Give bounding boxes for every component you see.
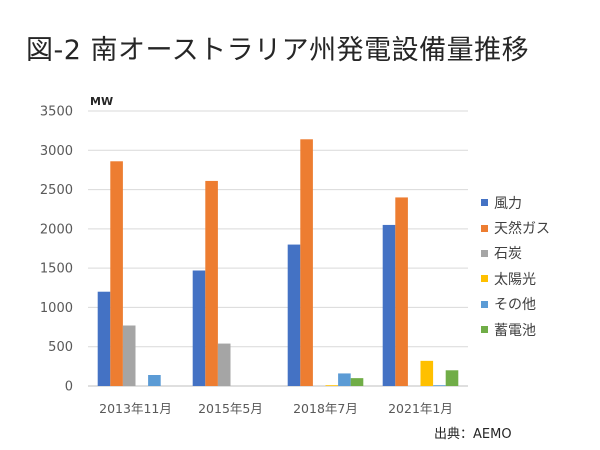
legend-swatch (481, 275, 488, 283)
legend-label: 蓄電池 (494, 322, 536, 339)
legend-item: 石炭 (481, 241, 550, 266)
bar-風力-2015年5月 (192, 270, 206, 386)
legend-swatch (481, 300, 488, 308)
bars (97, 139, 459, 386)
legend-label: 風力 (494, 195, 522, 212)
legend-swatch (481, 326, 488, 334)
x-tick-label: 2021年1月 (388, 401, 453, 416)
bar-その他-2013年11月 (148, 375, 161, 386)
y-tick-label: 3000 (40, 144, 73, 159)
x-tick-label: 2015年5月 (198, 401, 263, 416)
legend-swatch (481, 224, 488, 232)
y-tick-label: 1500 (40, 262, 73, 277)
legend-item: その他 (481, 292, 550, 317)
legend-label: 石炭 (494, 246, 522, 263)
y-tick-label: 0 (65, 380, 73, 395)
bar-その他-2018年7月 (338, 373, 351, 386)
bar-天然ガス-2018年7月 (300, 139, 313, 386)
y-tick-label: 3500 (40, 105, 73, 120)
legend: 風力天然ガス石炭太陽光その他蓄電池 (481, 190, 550, 342)
legend-label: その他 (494, 297, 536, 314)
unit-label: MW (90, 95, 114, 108)
bar-蓄電池-2018年7月 (350, 378, 364, 386)
bar-太陽光-2021年1月 (420, 360, 434, 386)
bar-石炭-2013年11月 (122, 325, 136, 386)
chart-title: 図-2 南オーストラリア州発電設備量推移 (26, 35, 530, 66)
legend-swatch (481, 199, 488, 207)
bar-石炭-2015年5月 (217, 343, 231, 386)
y-tick-label: 1000 (40, 301, 73, 316)
legend-swatch (481, 249, 488, 257)
bar-天然ガス-2021年1月 (395, 197, 408, 386)
y-axis-ticks: 0 500 1000 1500 2000 2500 3000 3500 (40, 105, 73, 395)
x-tick-label: 2013年11月 (99, 401, 172, 416)
legend-item: 風力 (481, 190, 550, 215)
y-tick-label: 2500 (40, 183, 73, 198)
bar-風力-2021年1月 (382, 224, 396, 386)
bar-天然ガス-2013年11月 (110, 161, 123, 386)
y-tick-label: 500 (48, 340, 73, 355)
gridlines (88, 110, 468, 387)
legend-item: 蓄電池 (481, 317, 550, 342)
source-note: 出典：AEMO (434, 427, 512, 442)
y-tick-label: 2000 (40, 222, 73, 237)
legend-label: 太陽光 (494, 271, 536, 288)
legend-label: 天然ガス (494, 221, 550, 238)
legend-item: 太陽光 (481, 266, 550, 291)
legend-item: 天然ガス (481, 215, 550, 240)
x-axis-ticks: 2013年11月 2015年5月 2018年7月 2021年1月 (99, 401, 453, 416)
x-tick-label: 2018年7月 (293, 401, 358, 416)
bar-天然ガス-2015年5月 (205, 180, 218, 386)
bar-風力-2018年7月 (287, 244, 301, 386)
bar-その他-2021年1月 (433, 385, 446, 386)
bar-蓄電池-2021年1月 (445, 370, 459, 386)
bar-風力-2013年11月 (97, 291, 111, 386)
bar-太陽光-2018年7月 (325, 385, 339, 386)
